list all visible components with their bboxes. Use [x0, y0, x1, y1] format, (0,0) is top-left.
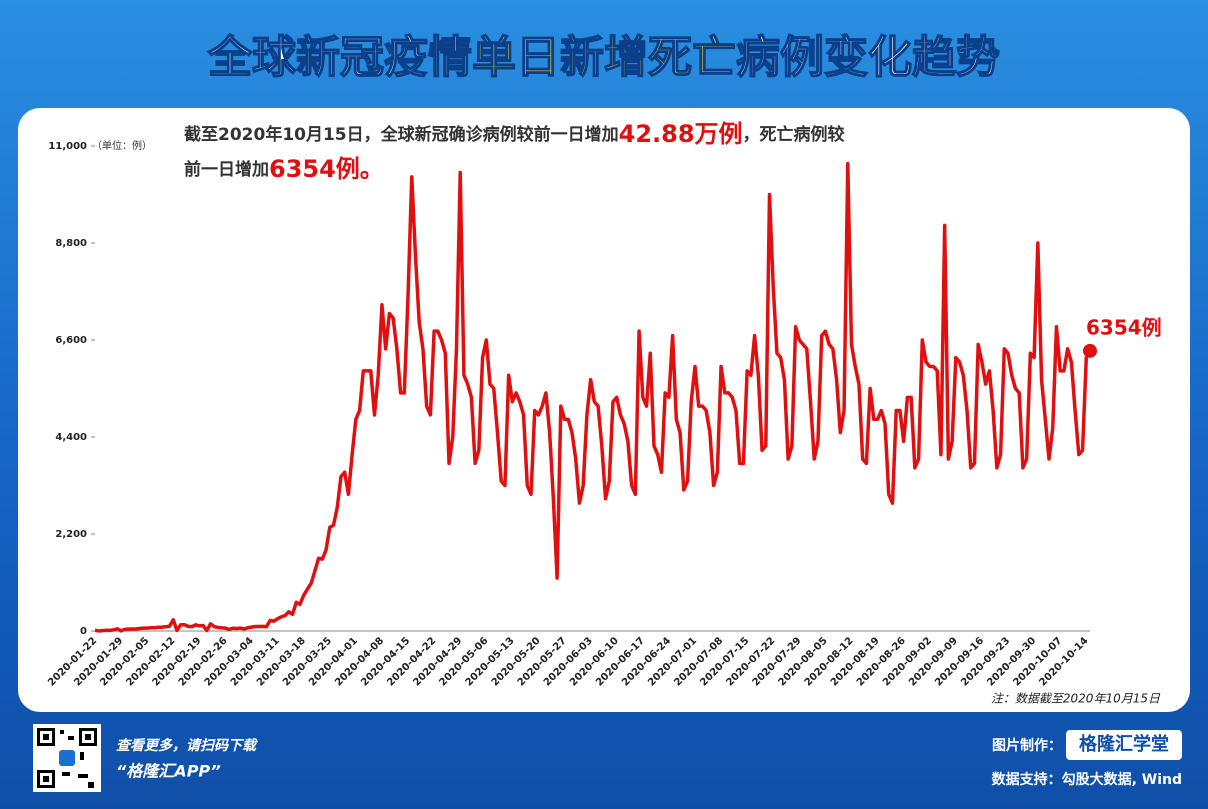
summary: 前一日增加6354例。	[184, 155, 384, 183]
summary-text: ，死亡病例较	[743, 124, 845, 145]
y-unit: （单位：例）	[92, 139, 152, 152]
brand-box	[1066, 730, 1182, 760]
footer-source: 数据支持：勾股大数据, Wind	[992, 771, 1182, 788]
y-tick-label: 11,000	[48, 141, 87, 152]
panel	[18, 108, 1190, 712]
summary: 截至2020年10月15日，全球新冠确诊病例较前一日增加42.88万例，死亡病例…	[184, 120, 845, 148]
y-tick-label: 2,200	[55, 529, 87, 540]
summary-highlight: 6354例。	[269, 155, 384, 183]
y-tick-label: 6,600	[55, 335, 87, 346]
y-tick-label: 4,400	[55, 432, 87, 443]
title-part: 全球新冠疫情	[207, 32, 472, 83]
last-point	[1083, 343, 1097, 358]
title-part: 病例变化趋势	[736, 32, 1000, 83]
footer-scan: 查看更多，请扫码下载	[116, 737, 258, 754]
footer-brand: 格隆汇学堂	[1079, 733, 1169, 755]
y-tick-label: 0	[80, 626, 87, 637]
summary-text: 前一日增加	[184, 159, 269, 180]
data-line	[94, 161, 1092, 633]
footer-app: “格隆汇APP”	[116, 762, 221, 781]
chart-title: 全球新冠疫情单日新增死亡病例变化趋势	[207, 32, 1000, 83]
note: 注：数据截至2020年10月15日	[991, 692, 1161, 706]
summary-highlight: 42.88万例	[619, 120, 743, 148]
title-highlight: 单日新增死亡	[472, 32, 736, 83]
summary-text: 截至2020年10月15日，全球新冠确诊病例较前一日增加	[184, 124, 619, 145]
annotation: 6354例	[1086, 315, 1162, 339]
qr-code	[33, 724, 101, 792]
y-tick-label: 8,800	[55, 238, 87, 249]
footer-made-by: 图片制作：	[992, 737, 1062, 754]
